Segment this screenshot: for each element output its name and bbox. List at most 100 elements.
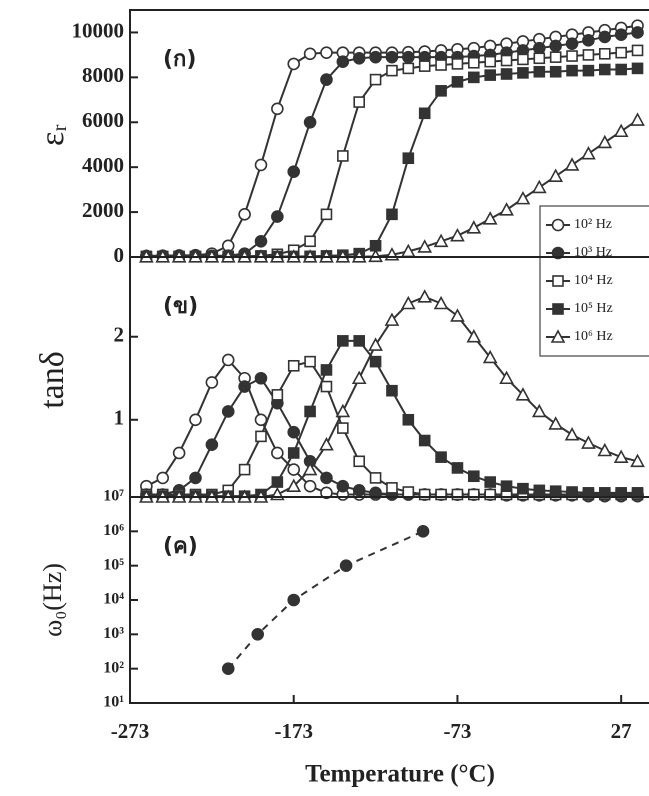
marker xyxy=(402,62,415,75)
y-tick-label: 10² xyxy=(103,659,124,676)
y-tick-label: 4000 xyxy=(82,153,124,177)
marker xyxy=(402,413,415,426)
marker xyxy=(484,476,496,488)
marker xyxy=(614,28,628,42)
marker xyxy=(552,275,564,287)
marker xyxy=(468,71,480,84)
marker xyxy=(384,312,400,326)
legend-label: 10⁴ Hz xyxy=(574,273,613,288)
marker xyxy=(630,112,645,126)
marker xyxy=(564,427,580,441)
marker xyxy=(548,416,564,430)
y-tick-label: 1 xyxy=(114,406,125,430)
y-axis-label: ω₀(Hz) xyxy=(38,563,67,637)
legend-label: 10⁶ Hz xyxy=(574,329,613,344)
marker xyxy=(287,447,300,459)
marker xyxy=(482,349,498,364)
marker xyxy=(499,202,514,216)
marker xyxy=(353,455,366,468)
marker xyxy=(339,559,353,572)
marker xyxy=(548,168,564,182)
marker xyxy=(549,51,562,63)
marker xyxy=(319,437,334,451)
marker xyxy=(189,471,202,485)
marker xyxy=(417,289,433,303)
marker xyxy=(320,486,333,500)
marker xyxy=(386,208,398,221)
marker xyxy=(353,96,366,108)
x-axis-label: Temperature (°C) xyxy=(305,761,495,788)
marker xyxy=(337,150,349,162)
marker xyxy=(598,63,611,76)
marker xyxy=(581,146,596,160)
series-line xyxy=(146,339,638,498)
marker xyxy=(598,30,612,44)
marker xyxy=(500,480,513,493)
marker xyxy=(433,233,449,248)
marker xyxy=(564,157,580,171)
marker xyxy=(402,50,415,64)
series-line xyxy=(227,530,424,670)
marker xyxy=(287,165,301,178)
marker xyxy=(287,359,300,372)
marker xyxy=(581,435,596,449)
marker xyxy=(156,471,170,485)
marker xyxy=(549,485,562,497)
legend-label: 10² Hz xyxy=(574,217,612,232)
marker xyxy=(631,26,644,39)
y-tick-label: 8000 xyxy=(82,63,124,87)
marker xyxy=(435,488,447,501)
marker xyxy=(551,218,565,232)
marker xyxy=(451,488,464,501)
y-axis-label: εᵣ xyxy=(34,124,71,146)
marker xyxy=(336,55,350,68)
marker xyxy=(320,471,333,485)
marker xyxy=(451,462,464,474)
marker xyxy=(615,46,627,59)
marker xyxy=(368,248,383,263)
marker xyxy=(450,227,465,242)
marker xyxy=(552,303,564,315)
marker xyxy=(304,405,316,418)
marker xyxy=(451,58,464,70)
marker xyxy=(565,37,579,50)
marker xyxy=(550,329,566,343)
marker xyxy=(631,62,644,75)
y-tick-label: 2 xyxy=(114,323,125,347)
marker xyxy=(433,295,449,310)
marker xyxy=(468,488,480,501)
y-tick-label: 10⁵ xyxy=(103,556,124,573)
marker xyxy=(515,387,531,401)
marker xyxy=(251,628,265,641)
marker xyxy=(418,60,431,72)
marker xyxy=(287,593,301,607)
marker xyxy=(435,451,447,463)
marker xyxy=(499,370,514,385)
marker xyxy=(533,52,546,65)
marker xyxy=(549,39,562,53)
marker xyxy=(254,234,268,248)
marker xyxy=(320,380,333,393)
marker xyxy=(369,355,382,368)
marker xyxy=(566,64,578,77)
marker xyxy=(335,403,351,418)
marker xyxy=(386,64,398,77)
marker xyxy=(271,446,284,460)
marker xyxy=(531,179,547,194)
marker xyxy=(597,134,613,149)
x-tick-label: -273 xyxy=(111,719,150,743)
marker xyxy=(533,484,546,497)
marker xyxy=(515,190,531,205)
marker xyxy=(402,152,415,164)
marker xyxy=(303,47,317,61)
marker xyxy=(386,482,398,494)
marker xyxy=(255,430,267,443)
marker xyxy=(484,488,496,501)
marker xyxy=(320,73,333,86)
marker xyxy=(533,41,546,55)
marker xyxy=(418,107,431,120)
marker xyxy=(613,449,629,463)
marker xyxy=(336,479,350,493)
marker xyxy=(303,115,317,129)
